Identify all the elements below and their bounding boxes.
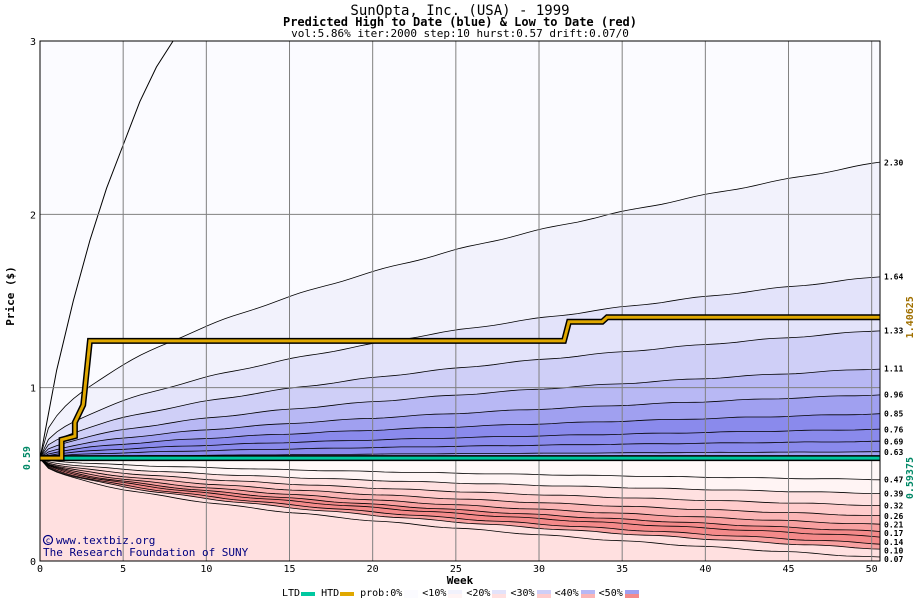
legend-ltd: LTD xyxy=(282,588,317,599)
htd-line xyxy=(40,315,880,460)
legend-prob0: prob:0% xyxy=(360,588,419,599)
chart-subtitle: Predicted High to Date (blue) & Low to D… xyxy=(282,15,637,29)
quantile-line xyxy=(40,457,880,494)
legend-prob0-swatch xyxy=(404,589,419,598)
y-axis-label: Price ($) xyxy=(4,266,17,326)
upper-quantile-label: 0.85 xyxy=(884,410,903,419)
x-tick-label: 0 xyxy=(37,564,43,575)
watermark-org: The Research Foundation of SUNY xyxy=(43,546,249,559)
legend-b30-label: <30% xyxy=(510,588,535,599)
lower-quantile-label: 0.17 xyxy=(884,529,903,538)
legend-ltd-label: LTD xyxy=(282,588,301,599)
upper-quantile-label: 1.64 xyxy=(884,273,903,282)
x-tick-label: 40 xyxy=(699,564,711,575)
y-tick-label: 0 xyxy=(30,557,36,568)
legend-b40: <40% xyxy=(555,588,595,599)
quantile-line xyxy=(40,413,880,459)
legend-b40-label: <40% xyxy=(554,588,579,599)
quantile-line xyxy=(40,457,880,532)
legend-prob0-label: prob:0% xyxy=(360,588,403,599)
x-tick-label: 50 xyxy=(866,564,878,575)
plot-frame xyxy=(39,40,881,562)
lower-quantile-label: 0.32 xyxy=(884,502,903,511)
x-tick-label: 10 xyxy=(200,564,212,575)
legend-htd-swatch xyxy=(340,591,355,596)
quantile-line xyxy=(40,457,880,481)
legend-b50-swatch xyxy=(624,589,639,598)
legend-b10: <10% xyxy=(422,588,463,599)
outer-upper-line xyxy=(40,41,174,459)
y-tick-label: 1 xyxy=(30,384,36,395)
quantile-line xyxy=(40,440,880,459)
lower-quantile-label: 0.47 xyxy=(884,476,903,485)
legend-b50-label: <50% xyxy=(598,588,623,599)
quantile-line xyxy=(40,330,880,458)
quantile-line xyxy=(40,428,880,459)
lower-quantile-label: 0.14 xyxy=(884,538,903,547)
quantile-line xyxy=(40,457,880,538)
quantile-line xyxy=(40,458,880,525)
legend-b10-swatch xyxy=(448,589,463,598)
x-axis-label: Week xyxy=(447,574,474,587)
copyright-icon xyxy=(42,534,54,546)
legend-htd: HTD xyxy=(321,588,356,599)
current-price-label: 0.59375 xyxy=(905,457,916,499)
chart-params: vol:5.86% iter:2000 step:10 hurst:0.57 d… xyxy=(291,27,629,40)
quantile-line xyxy=(40,457,880,506)
legend: LTD HTD prob:0% <10% <20% <30% <40% <50% xyxy=(282,588,643,599)
lower-band-9 xyxy=(40,458,880,561)
x-tick-label: 15 xyxy=(283,564,295,575)
legend-b50: <50% xyxy=(599,588,639,599)
watermark-site: www.textbiz.org xyxy=(56,534,155,547)
lower-quantile-label: 0.07 xyxy=(884,555,903,564)
legend-b30: <30% xyxy=(510,588,551,599)
upper-quantile-label: 0.96 xyxy=(884,391,903,400)
quantile-line xyxy=(40,276,880,458)
upper-quantile-label: 2.30 xyxy=(884,158,903,167)
legend-b20: <20% xyxy=(466,588,507,599)
legend-ltd-swatch xyxy=(301,591,316,596)
legend-b30-swatch xyxy=(536,589,551,598)
quantile-line xyxy=(40,394,880,459)
x-tick-label: 20 xyxy=(367,564,379,575)
lower-quantile-label: 0.21 xyxy=(884,521,903,530)
x-tick-label: 5 xyxy=(120,564,126,575)
quantile-line xyxy=(40,457,880,550)
x-tick-label: 30 xyxy=(533,564,545,575)
legend-b20-label: <20% xyxy=(466,588,491,599)
chart-title: SunOpta, Inc. (USA) - 1999 xyxy=(350,3,570,19)
high-to-date-label: 1.40625 xyxy=(905,296,916,338)
upper-quantile-label: 0.76 xyxy=(884,425,903,434)
upper-quantile-label: 0.69 xyxy=(884,437,903,446)
current-price-axis-label: 0.59 xyxy=(22,446,33,470)
quantile-line xyxy=(40,457,880,545)
legend-htd-label: HTD xyxy=(321,588,340,599)
upper-quantile-label: 0.63 xyxy=(884,448,903,457)
lower-quantile-label: 0.39 xyxy=(884,489,903,498)
upper-quantile-label: 1.33 xyxy=(884,326,903,335)
plot-area xyxy=(40,41,880,561)
y-tick-label: 3 xyxy=(30,37,36,48)
legend-b10-label: <10% xyxy=(422,588,447,599)
copyright-icon-glyph: c xyxy=(46,536,51,545)
legend-b40-swatch xyxy=(580,589,595,598)
quantile-line xyxy=(40,458,880,516)
quantile-line xyxy=(40,368,880,458)
x-tick-label: 45 xyxy=(782,564,794,575)
x-tick-label: 35 xyxy=(616,564,628,575)
lower-quantile-label: 0.10 xyxy=(884,546,903,555)
x-tick-label: 25 xyxy=(450,564,462,575)
legend-b20-swatch xyxy=(492,589,507,598)
lower-quantile-label: 0.26 xyxy=(884,512,903,521)
outer-lower-line xyxy=(40,458,880,558)
upper-quantile-label: 1.11 xyxy=(884,365,903,374)
y-tick-label: 2 xyxy=(30,210,36,221)
